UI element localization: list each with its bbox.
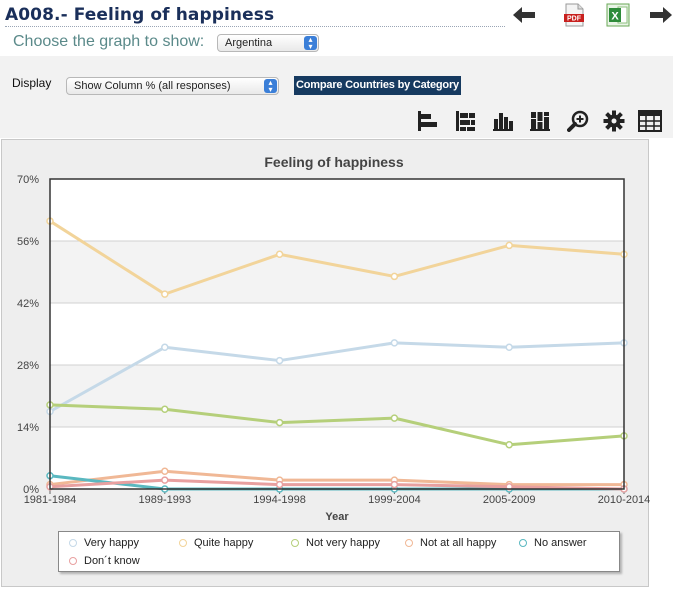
legend-item[interactable]: No answer	[519, 537, 587, 549]
pdf-icon[interactable]: PDF	[560, 2, 588, 28]
series-line	[49, 478, 625, 491]
y-tick-label: 42%	[17, 298, 39, 310]
legend-marker	[519, 539, 527, 547]
legend-marker	[291, 539, 299, 547]
table-icon[interactable]	[637, 108, 663, 134]
chart-legend: Very happy Quite happy Not very happy Not a…	[58, 531, 620, 572]
plot-band	[50, 179, 624, 241]
legend-label: Not at all happy	[420, 537, 497, 549]
settings-gear-icon[interactable]	[601, 108, 627, 134]
plot-border	[49, 178, 625, 490]
x-tick-label: 1981-1984	[24, 494, 77, 506]
plot-band	[50, 303, 624, 365]
display-select[interactable]: Show Column % (all responses) ▴ ▾	[66, 77, 279, 95]
x-tick-label: 2010-2014	[598, 494, 650, 506]
choose-graph-label: Choose the graph to show:	[13, 33, 205, 50]
select-chevron-icon: ▴ ▾	[304, 36, 317, 51]
data-point	[505, 440, 513, 449]
control-bar	[0, 56, 673, 138]
data-point	[275, 356, 284, 365]
display-label: Display	[12, 76, 52, 90]
series-line	[49, 219, 625, 296]
data-point	[390, 272, 399, 281]
legend-label: Don´t know	[84, 555, 140, 567]
compare-countries-button[interactable]: Compare Countries by Category	[294, 76, 461, 95]
excel-icon[interactable]: X	[604, 2, 632, 28]
x-tick-label: 1989-1993	[138, 494, 191, 506]
legend-label: No answer	[534, 537, 587, 549]
chart-title: Feeling of happiness	[264, 154, 403, 170]
data-point	[275, 418, 284, 427]
data-point	[161, 467, 169, 476]
excel-icon-label: X	[611, 11, 619, 23]
legend-item[interactable]: Don´t know	[69, 555, 140, 567]
legend-item[interactable]: Not very happy	[291, 537, 380, 549]
data-point	[161, 405, 169, 414]
arrow-right-icon[interactable]	[647, 2, 675, 28]
y-tick-label: 28%	[17, 360, 39, 372]
country-select[interactable]: Argentina ▴ ▾	[217, 34, 319, 52]
legend-marker	[69, 557, 77, 565]
data-point	[161, 343, 169, 352]
data-point	[505, 241, 513, 250]
data-point	[390, 339, 399, 347]
series-line	[49, 403, 625, 447]
legend-item[interactable]: Not at all happy	[405, 537, 496, 549]
x-tick-label: 2005-2009	[483, 494, 536, 506]
data-point	[505, 343, 513, 352]
data-point	[390, 480, 399, 489]
legend-marker	[405, 539, 413, 547]
plot-band	[50, 241, 624, 303]
legend-label: Very happy	[84, 537, 140, 549]
country-select-value: Argentina	[225, 37, 273, 49]
x-tick-label: 1994-1998	[253, 494, 306, 506]
page-title: A008.- Feeling of happiness	[5, 5, 275, 25]
display-select-value: Show Column % (all responses)	[74, 80, 231, 92]
select-chevron-icon: ▴ ▾	[264, 79, 277, 94]
plot-band	[50, 365, 624, 427]
bar-vertical-icon[interactable]	[490, 108, 516, 134]
y-tick-label: 70%	[17, 174, 39, 186]
series-line	[49, 469, 624, 487]
series-line	[49, 341, 625, 413]
bar-horizontal-icon[interactable]	[415, 108, 441, 134]
legend-item[interactable]: Quite happy	[179, 537, 253, 549]
legend-item[interactable]: Very happy	[69, 537, 139, 549]
data-point	[275, 250, 284, 259]
x-tick-label: 1999-2004	[368, 494, 421, 506]
y-tick-label: 14%	[17, 422, 39, 434]
stacked-horizontal-icon[interactable]	[453, 108, 479, 134]
legend-label: Quite happy	[194, 537, 254, 549]
data-point	[390, 414, 399, 422]
data-point	[161, 290, 169, 298]
pdf-icon-label: PDF	[567, 16, 582, 23]
y-tick-label: 0%	[23, 484, 39, 496]
stacked-vertical-icon[interactable]	[527, 108, 553, 134]
data-point	[275, 480, 284, 489]
title-divider	[5, 26, 505, 27]
legend-label: Not very happy	[306, 537, 380, 549]
legend-marker	[69, 539, 77, 547]
zoom-icon[interactable]	[565, 108, 591, 134]
y-tick-label: 56%	[17, 236, 39, 248]
legend-marker	[179, 539, 187, 547]
x-axis-label: Year	[325, 511, 349, 523]
line-chart: Feeling of happiness 0% 14% 28% 42% 56% 70% 198…	[17, 154, 650, 523]
arrow-left-icon[interactable]	[510, 2, 538, 28]
data-point	[161, 476, 169, 484]
